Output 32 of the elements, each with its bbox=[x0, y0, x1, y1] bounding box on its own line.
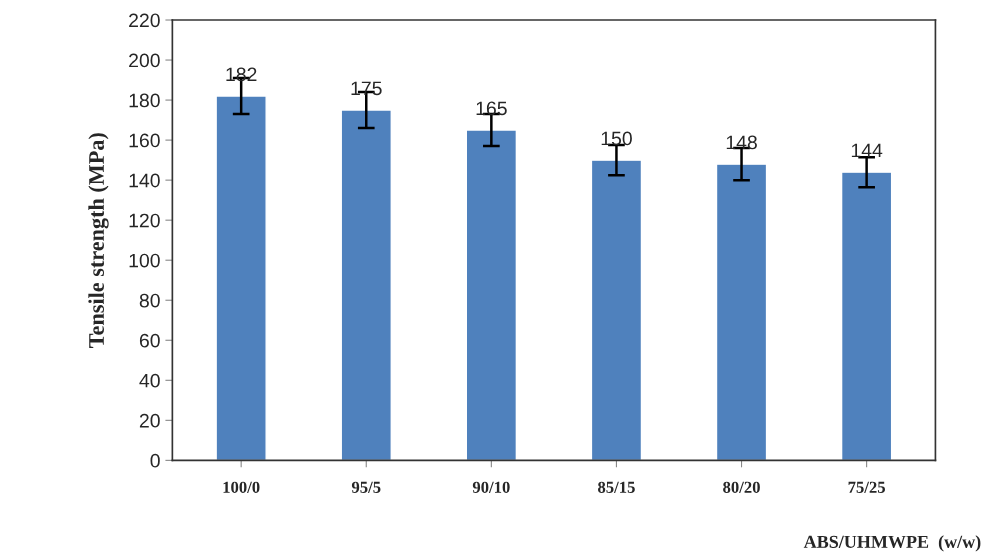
data-label: 165 bbox=[476, 101, 507, 116]
bar bbox=[590, 159, 643, 461]
bar bbox=[715, 163, 768, 461]
x-axis-title: ABS/UHMWPE (w/w) bbox=[803, 535, 981, 552]
y-tick-label: 20 bbox=[139, 413, 160, 428]
y-tick-label: 200 bbox=[129, 53, 160, 68]
data-label: 144 bbox=[851, 143, 883, 158]
data-label: 175 bbox=[351, 81, 382, 96]
data-label: 150 bbox=[601, 131, 632, 146]
bar bbox=[465, 129, 518, 461]
x-tick-label: 80/20 bbox=[723, 481, 760, 493]
x-tick-label: 90/10 bbox=[472, 481, 510, 493]
bar bbox=[340, 109, 392, 461]
y-tick-label: 80 bbox=[139, 293, 160, 308]
bar bbox=[840, 171, 893, 461]
y-axis-title: Tensile strength (MPa) bbox=[88, 133, 109, 348]
y-tick-label: 0 bbox=[150, 453, 160, 468]
y-tick-label: 160 bbox=[129, 133, 160, 148]
bar bbox=[215, 95, 267, 461]
x-tick-label: 85/15 bbox=[598, 481, 635, 493]
y-tick-label: 220 bbox=[129, 13, 160, 28]
y-tick-label: 40 bbox=[139, 373, 160, 388]
x-tick-label: 75/25 bbox=[848, 481, 885, 493]
y-tick-label: 140 bbox=[129, 173, 160, 188]
y-tick-label: 180 bbox=[129, 93, 160, 108]
data-label: 182 bbox=[226, 67, 257, 82]
y-tick-label: 60 bbox=[139, 333, 160, 348]
y-tick-label: 100 bbox=[129, 253, 160, 268]
x-tick-label: 95/5 bbox=[351, 481, 381, 493]
y-tick-label: 120 bbox=[129, 213, 160, 228]
data-label: 148 bbox=[726, 135, 757, 150]
x-tick-label: 100/0 bbox=[223, 481, 260, 493]
